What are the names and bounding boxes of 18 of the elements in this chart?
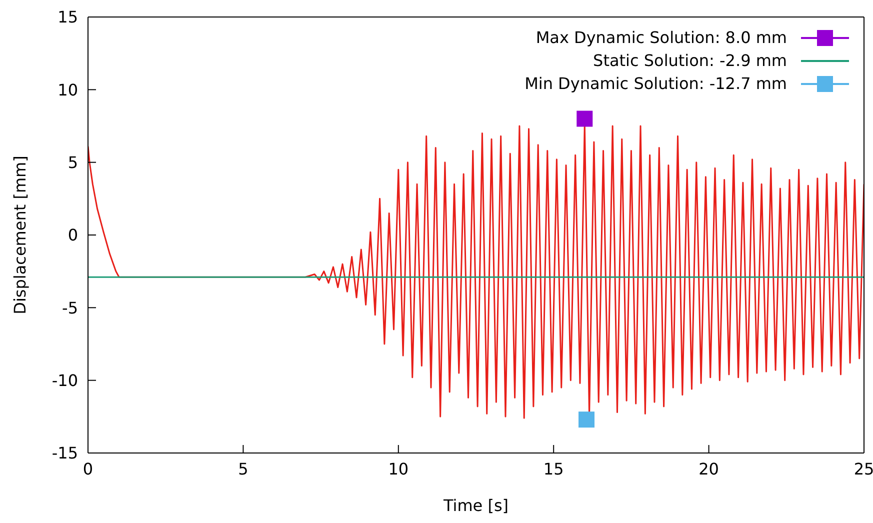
y-tick-label: -10 <box>52 371 78 390</box>
x-tick-label: 20 <box>698 459 719 478</box>
y-tick-label: -5 <box>62 298 78 318</box>
y-tick-label: 5 <box>68 153 78 172</box>
y-axis-title: Displacement [mm] <box>10 156 30 314</box>
x-tick-label: 5 <box>238 459 248 478</box>
x-tick-label: 10 <box>388 459 409 478</box>
y-tick-label: -15 <box>52 444 78 463</box>
legend-label: Static Solution: -2.9 mm <box>593 51 787 70</box>
legend-label: Max Dynamic Solution: 8.0 mm <box>536 28 787 47</box>
x-axis-title: Time [s] <box>442 496 509 515</box>
y-tick-label: 10 <box>58 80 78 100</box>
legend-label: Min Dynamic Solution: -12.7 mm <box>524 74 787 93</box>
y-tick-label: 0 <box>68 226 78 245</box>
x-tick-label: 15 <box>543 459 564 478</box>
x-tick-label: 0 <box>82 459 94 478</box>
x-tick-label: 25 <box>854 459 873 478</box>
y-tick-label: 15 <box>58 8 78 27</box>
